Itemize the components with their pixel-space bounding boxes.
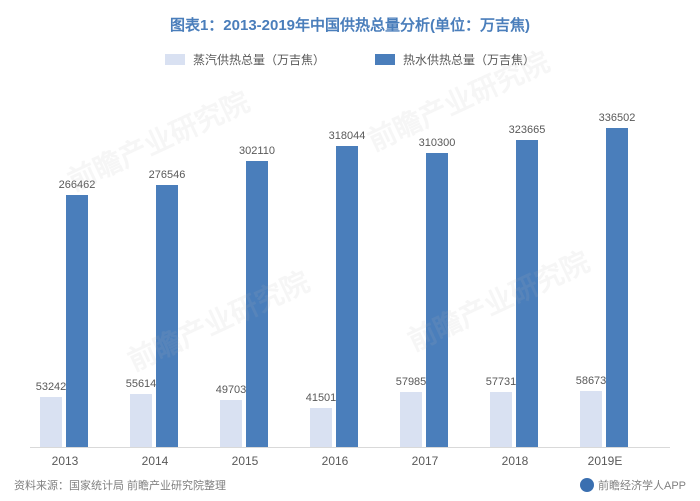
bar-hotwater [606, 128, 628, 447]
bar-hotwater [66, 195, 88, 447]
x-axis-label: 2016 [300, 454, 370, 468]
x-axis-labels: 2013 2014 2015 2016 2017 2018 2019E [30, 454, 670, 474]
bar-hotwater [426, 153, 448, 447]
bar-label-hotwater: 323665 [497, 124, 557, 136]
bar-label-hotwater: 266462 [47, 179, 107, 191]
bar-steam [490, 392, 512, 447]
chart-footer: 资料来源：国家统计局 前瞻产业研究院整理 前瞻经济学人APP [14, 477, 686, 493]
x-axis-label: 2018 [480, 454, 550, 468]
legend-label-hotwater: 热水供热总量（万吉焦） [403, 51, 535, 68]
legend-label-steam: 蒸汽供热总量（万吉焦） [193, 51, 325, 68]
brand-icon [580, 478, 594, 492]
legend-swatch-hotwater [375, 54, 395, 65]
x-axis-label: 2015 [210, 454, 280, 468]
bar-steam [310, 408, 332, 447]
bar-steam [580, 391, 602, 447]
bar-hotwater [246, 161, 268, 447]
legend-swatch-steam [165, 54, 185, 65]
x-axis-label: 2019E [570, 454, 640, 468]
chart-plot-area: 5324226646255614276546497033021104150131… [30, 88, 670, 448]
bar-hotwater [336, 146, 358, 447]
source-text: 资料来源：国家统计局 前瞻产业研究院整理 [14, 477, 226, 493]
bar-label-hotwater: 336502 [587, 112, 647, 124]
x-axis-label: 2013 [30, 454, 100, 468]
bar-steam [130, 394, 152, 447]
x-axis-label: 2017 [390, 454, 460, 468]
bar-hotwater [516, 140, 538, 447]
bar-label-hotwater: 276546 [137, 169, 197, 181]
bar-steam [400, 392, 422, 447]
x-axis-label: 2014 [120, 454, 190, 468]
legend: 蒸汽供热总量（万吉焦） 热水供热总量（万吉焦） [0, 51, 700, 68]
brand-label: 前瞻经济学人APP [598, 477, 686, 493]
bar-steam [220, 400, 242, 447]
bar-label-hotwater: 318044 [317, 130, 377, 142]
legend-item-hotwater: 热水供热总量（万吉焦） [375, 51, 535, 68]
bar-label-hotwater: 302110 [227, 145, 287, 157]
bar-hotwater [156, 185, 178, 447]
bar-steam [40, 397, 62, 447]
legend-item-steam: 蒸汽供热总量（万吉焦） [165, 51, 325, 68]
brand-text: 前瞻经济学人APP [580, 477, 686, 493]
chart-title: 图表1：2013-2019年中国供热总量分析(单位：万吉焦) [0, 0, 700, 35]
bar-label-hotwater: 310300 [407, 137, 467, 149]
